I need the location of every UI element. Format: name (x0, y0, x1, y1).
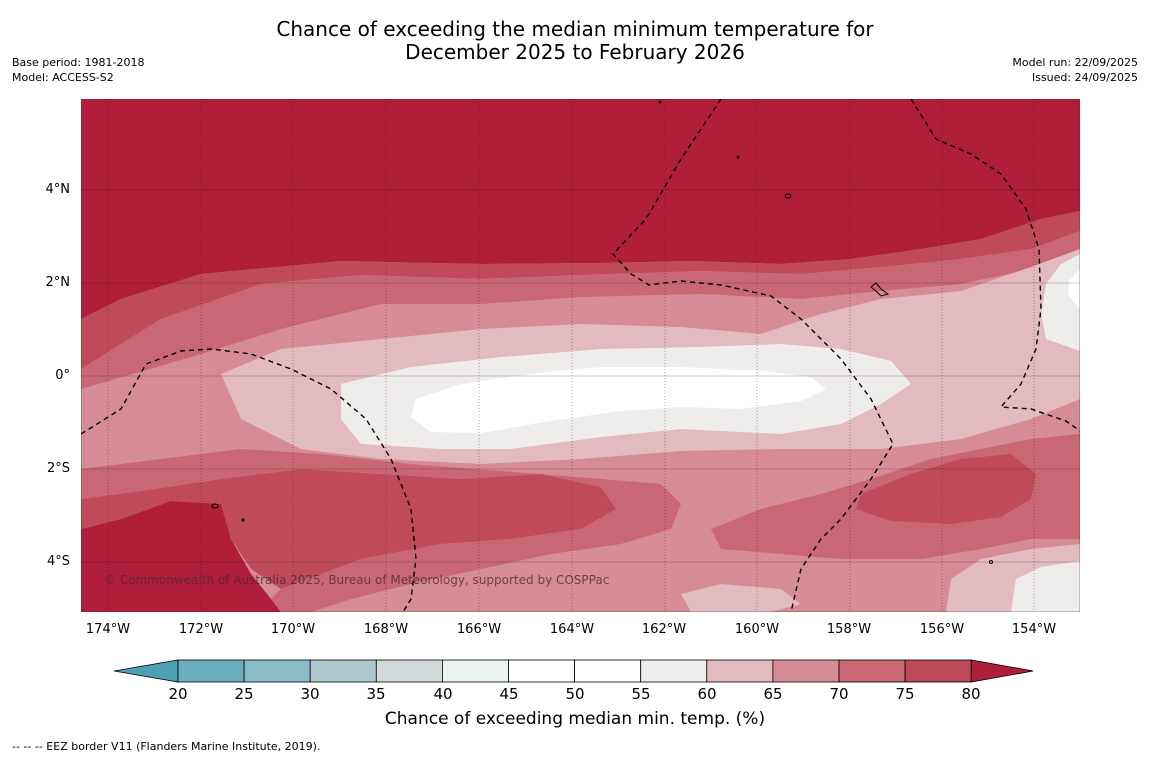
eez-border-line (81, 348, 417, 612)
title-line-2: December 2025 to February 2026 (405, 40, 745, 64)
colorbar-extend-high (970, 659, 1034, 683)
lon-label: 170°W (270, 622, 316, 637)
footnote: -- -- -- EEZ border V11 (Flanders Marine… (12, 740, 321, 753)
colorbar-segment (772, 659, 840, 683)
lon-label: 174°W (85, 622, 131, 637)
lat-label: 2°N (45, 275, 71, 290)
lon-label: 162°W (641, 622, 687, 637)
band-75-southeast (856, 454, 1036, 524)
colorbar-segment (177, 659, 245, 683)
eez-border-line (910, 99, 1080, 432)
band-70-north (81, 231, 1080, 389)
lon-label: 160°W (734, 622, 780, 637)
lat-label: 2°S (46, 461, 70, 476)
band-55-core (411, 367, 826, 433)
band-80-southwest (81, 501, 281, 612)
lat-label: 4°S (46, 554, 70, 569)
eez-border-line (612, 99, 894, 612)
colorbar-tick: 50 (565, 685, 585, 703)
graticule (81, 189, 1080, 563)
lon-label: 168°W (363, 622, 409, 637)
issued-date: Issued: 24/09/2025 (1031, 71, 1138, 84)
colorbar-segment (640, 659, 708, 683)
band-80-north (81, 99, 1080, 319)
map-area[interactable] (81, 99, 1080, 612)
colorbar-tick: 35 (366, 685, 386, 703)
colorbar-tick: 75 (895, 685, 915, 703)
chart-title: Chance of exceeding the median minimum t… (0, 18, 1150, 64)
colorbar-segment (904, 659, 972, 683)
colorbar-segment (243, 659, 311, 683)
band-75-southwest (81, 469, 616, 589)
colorbar-segment (574, 659, 642, 683)
islands (211, 100, 993, 564)
colorbar-tick: 20 (168, 685, 188, 703)
colorbar-segment (309, 659, 377, 683)
title-line-1: Chance of exceeding the median minimum t… (276, 17, 874, 41)
band-70-southwest (81, 449, 681, 612)
copyright-text: © Commonwealth of Australia 2025, Bureau… (104, 573, 610, 587)
lon-label: 154°W (1011, 622, 1057, 637)
colorbar-tick: 45 (499, 685, 519, 703)
model-run: Model run: 22/09/2025 (1012, 56, 1138, 69)
eez-borders (81, 99, 1080, 612)
band-60-southeast (1011, 561, 1080, 612)
colorbar-segment (706, 659, 774, 683)
colorbar-tick: 60 (697, 685, 717, 703)
lon-label: 164°W (549, 622, 595, 637)
colorbar-tick: 80 (961, 685, 981, 703)
colorbar-segments (114, 659, 1034, 683)
band-60-east (1041, 254, 1080, 351)
lon-label: 172°W (178, 622, 224, 637)
colorbar-extend-low (114, 659, 179, 683)
band-65-south (681, 584, 801, 612)
meta-right: Model run: 22/09/2025 Issued: 24/09/2025 (1012, 55, 1138, 85)
colorbar-tick: 30 (300, 685, 320, 703)
colorbar (114, 659, 1034, 683)
band-55-east (1068, 269, 1080, 309)
colorbar-segment (375, 659, 443, 683)
meta-left: Base period: 1981-2018 Model: ACCESS-S2 (12, 55, 144, 85)
colorbar-tick: 40 (433, 685, 453, 703)
colorbar-segment (441, 659, 509, 683)
model-name: Model: ACCESS-S2 (12, 71, 114, 84)
colorbar-tick: 70 (829, 685, 849, 703)
colorbar-segment (838, 659, 906, 683)
lat-label: 4°N (45, 182, 71, 197)
colorbar-tick: 55 (631, 685, 651, 703)
colorbar-label: Chance of exceeding median min. temp. (%… (384, 709, 766, 729)
colorbar-segment (508, 659, 575, 683)
colorbar-tick: 65 (763, 685, 783, 703)
colorbar-tick: 25 (234, 685, 254, 703)
map-svg (81, 99, 1080, 612)
base-period: Base period: 1981-2018 (12, 56, 145, 69)
lon-label: 158°W (826, 622, 872, 637)
lat-label: 0° (55, 368, 70, 383)
lon-label: 166°W (456, 622, 502, 637)
lon-label: 156°W (919, 622, 965, 637)
